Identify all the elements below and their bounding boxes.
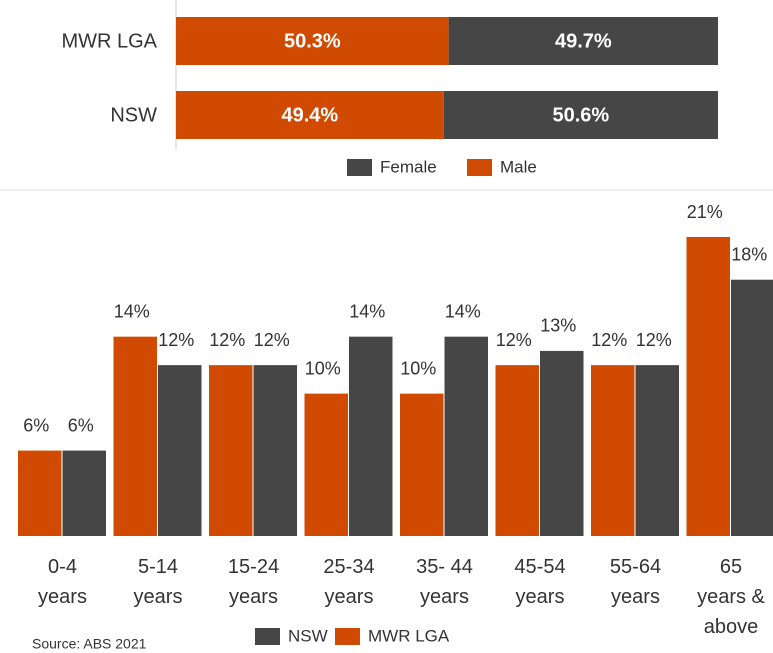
legend-label: MWR LGA bbox=[368, 626, 450, 645]
value-label: 12% bbox=[591, 330, 627, 350]
x-tick-label: 25-34 years bbox=[323, 556, 375, 608]
bar bbox=[686, 237, 730, 536]
bar-segment bbox=[443, 91, 718, 139]
legend-label: Female bbox=[380, 157, 437, 176]
source-note: Source: ABS 2021 bbox=[32, 636, 147, 652]
category-label: NSW bbox=[110, 104, 157, 126]
bar bbox=[113, 336, 157, 536]
bar bbox=[304, 393, 348, 536]
bar bbox=[62, 450, 106, 536]
x-tick-label: 15-24 years bbox=[227, 556, 280, 608]
x-tick-label: 55-64 years bbox=[609, 556, 662, 608]
bar-segment bbox=[176, 17, 449, 65]
value-label: 12% bbox=[496, 330, 532, 350]
value-label: 10% bbox=[400, 358, 436, 378]
bar bbox=[253, 365, 297, 536]
category-label: MWR LGA bbox=[61, 30, 157, 52]
x-tick-label: 65 years & above bbox=[697, 556, 765, 638]
value-label: 13% bbox=[540, 316, 576, 336]
legend-swatch bbox=[347, 159, 372, 176]
value-label: 49.7% bbox=[555, 30, 612, 52]
bar-segment bbox=[448, 17, 718, 65]
value-label: 14% bbox=[349, 301, 385, 321]
value-label: 14% bbox=[445, 301, 481, 321]
value-label: 50.6% bbox=[553, 104, 610, 126]
value-label: 18% bbox=[731, 244, 767, 264]
bar bbox=[349, 336, 393, 536]
value-label: 12% bbox=[209, 330, 245, 350]
value-label: 12% bbox=[158, 330, 194, 350]
legend-label: NSW bbox=[288, 626, 328, 645]
legend-swatch bbox=[467, 159, 492, 176]
bar bbox=[400, 393, 444, 536]
bar bbox=[635, 365, 679, 536]
bar bbox=[731, 279, 773, 536]
legend-swatch bbox=[335, 628, 360, 645]
value-label: 6% bbox=[68, 415, 94, 435]
value-label: 6% bbox=[23, 415, 49, 435]
value-label: 14% bbox=[114, 301, 150, 321]
value-label: 12% bbox=[254, 330, 290, 350]
value-label: 21% bbox=[687, 202, 723, 222]
value-label: 50.3% bbox=[284, 30, 341, 52]
bar bbox=[591, 365, 635, 536]
x-tick-label: 35- 44 years bbox=[416, 556, 473, 608]
bar bbox=[158, 365, 202, 536]
legend-swatch bbox=[255, 628, 280, 645]
value-label: 49.4% bbox=[282, 104, 339, 126]
bar bbox=[495, 365, 539, 536]
x-tick-label: 5-14 years bbox=[133, 556, 183, 608]
x-tick-label: 45-54 years bbox=[514, 556, 566, 608]
value-label: 12% bbox=[636, 330, 672, 350]
x-tick-label: 0-4 years bbox=[38, 556, 87, 608]
bar bbox=[540, 350, 584, 536]
bar bbox=[209, 365, 253, 536]
bar bbox=[444, 336, 488, 536]
bar-segment bbox=[176, 91, 444, 139]
bar bbox=[18, 450, 62, 536]
legend-label: Male bbox=[500, 157, 537, 176]
value-label: 10% bbox=[305, 358, 341, 378]
